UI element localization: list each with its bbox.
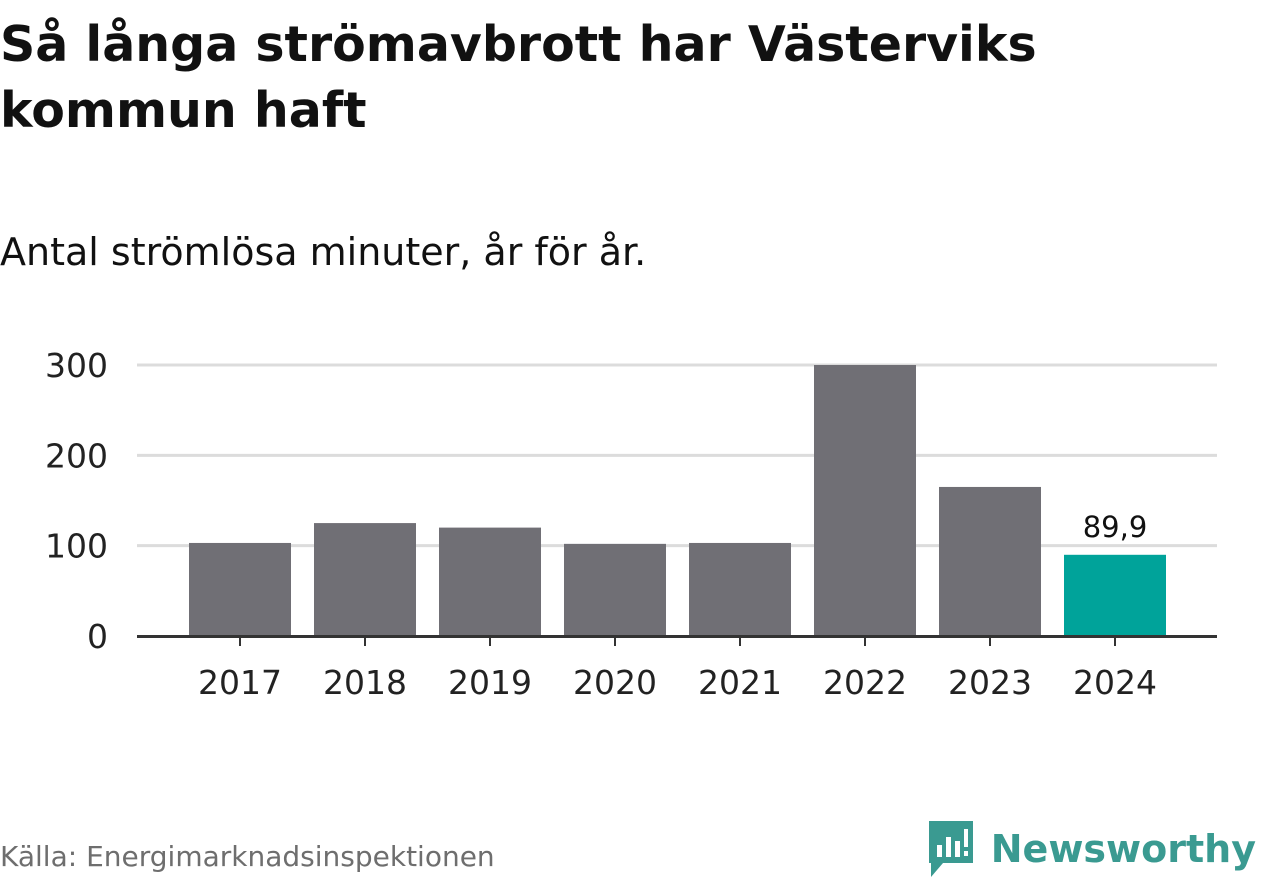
x-tick-label: 2024: [1073, 663, 1157, 702]
brand-name: Newsworthy: [990, 827, 1256, 871]
y-axis-ticks: 0 100 200 300: [45, 346, 108, 656]
bar-2017: [189, 542, 291, 636]
x-tick-label: 2017: [198, 663, 282, 702]
y-tick-label: 300: [45, 346, 108, 385]
bar-2023: [939, 486, 1041, 636]
x-tick-label: 2020: [573, 663, 657, 702]
y-tick-label: 0: [87, 617, 108, 656]
bar-2020: [564, 543, 666, 636]
bar-2019: [439, 527, 541, 636]
bar-2024: [1064, 554, 1166, 636]
bars: [189, 365, 1166, 636]
x-tick-label: 2022: [823, 663, 907, 702]
x-tick-label: 2023: [948, 663, 1032, 702]
data-labels: 89,9: [1083, 510, 1148, 544]
x-tick-label: 2019: [448, 663, 532, 702]
y-tick-label: 200: [45, 436, 108, 475]
bar-2022: [814, 365, 916, 636]
x-tick-label: 2021: [698, 663, 782, 702]
bar-chart: 0 100 200 300 89,9 2017 2018 2019 2020 2021 2022…: [45, 346, 1217, 702]
bar-2018: [314, 523, 416, 636]
y-tick-label: 100: [45, 527, 108, 566]
bar-2021: [689, 542, 791, 636]
data-label: 89,9: [1083, 510, 1148, 544]
source-note: Källa: Energimarknadsinspektionen: [0, 840, 495, 873]
x-tick-label: 2018: [323, 663, 407, 702]
newsworthy-logo-icon: [928, 821, 973, 877]
chart-subtitle: Antal strömlösa minuter, år för år.: [0, 230, 647, 274]
x-axis: 2017 2018 2019 2020 2021 2022 2023 2024: [137, 635, 1217, 702]
chart-title: Så långa strömavbrott har Västerviks kom…: [0, 16, 1037, 139]
gridlines: [137, 363, 1217, 548]
brand-logo: Newsworthy: [927, 818, 1256, 880]
